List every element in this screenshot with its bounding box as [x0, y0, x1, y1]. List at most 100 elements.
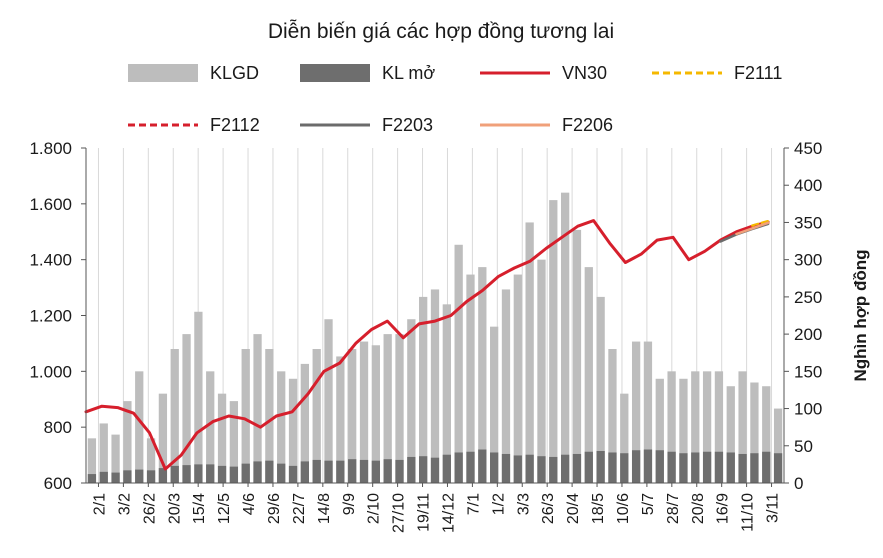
x-tick-label: 19/11: [416, 493, 433, 532]
bar-kl-mở: [513, 455, 522, 483]
bar-klgd: [123, 401, 132, 483]
left-tick-label: 1.000: [29, 362, 72, 381]
bar-kl-mở: [111, 472, 120, 483]
x-tick-label: 3/2: [116, 493, 133, 515]
x-tick-label: 20/3: [166, 493, 183, 524]
x-tick-label: 2/10: [366, 493, 383, 524]
bar-kl-mở: [229, 466, 239, 483]
bar-kl-mở: [312, 459, 321, 483]
bar-klgd: [253, 334, 262, 483]
bar-kl-mở: [442, 454, 451, 483]
legend-label: KL mở: [382, 63, 435, 83]
right-tick-label: 200: [794, 325, 822, 344]
right-tick-label: 100: [794, 400, 822, 419]
bar-kl-mở: [430, 457, 440, 483]
bar-kl-mở: [478, 449, 487, 483]
x-tick-label: 4/6: [241, 493, 258, 515]
bar-klgd: [750, 382, 759, 483]
x-tick-label: 22/7: [291, 493, 308, 524]
legend-swatch: [128, 64, 198, 82]
bar-klgd: [146, 438, 156, 483]
bar-klgd: [572, 229, 582, 483]
bar-kl-mở: [537, 456, 546, 483]
bar-klgd: [738, 371, 747, 483]
bar-kl-mở: [667, 451, 676, 483]
x-tick-label: 28/7: [665, 493, 682, 524]
x-tick-label: 16/9: [715, 493, 732, 524]
bar-klgd: [300, 363, 310, 483]
bar-kl-mở: [702, 451, 712, 483]
right-tick-label: 150: [794, 362, 822, 381]
bar-klgd: [277, 371, 286, 483]
bar-klgd: [691, 371, 700, 483]
bar-klgd: [466, 274, 475, 483]
bar-kl-mở: [750, 453, 759, 483]
bar-klgd: [549, 200, 558, 483]
right-tick-label: 250: [794, 288, 822, 307]
bar-kl-mở: [572, 453, 582, 483]
x-tick-label: 26/2: [141, 493, 158, 524]
x-tick-label: 18/5: [590, 493, 607, 524]
legend-label: KLGD: [210, 63, 259, 83]
klgd-bars: [87, 192, 783, 483]
right-tick-label: 450: [794, 139, 822, 158]
bar-kl-mở: [738, 453, 747, 483]
bar-kl-mở: [549, 456, 558, 483]
bar-klgd: [383, 334, 392, 483]
bar-klgd: [620, 393, 629, 483]
bar-kl-mở: [490, 452, 499, 483]
left-axis-ticks: 600 800 1.000 1.200 1.400 1.600 1.800: [29, 139, 86, 493]
bar-klgd: [111, 434, 120, 483]
bar-klgd: [407, 319, 416, 483]
right-tick-label: 300: [794, 251, 822, 270]
legend-label: F2111: [734, 63, 782, 83]
bar-klgd: [537, 259, 546, 483]
bar-kl-mở: [631, 450, 641, 483]
bar-kl-mở: [253, 461, 262, 483]
bar-kl-mở: [241, 463, 250, 483]
x-tick-label: 20/8: [690, 493, 707, 524]
bar-klgd: [217, 393, 227, 483]
bar-klgd: [395, 334, 404, 483]
bar-kl-mở: [584, 451, 593, 483]
left-tick-label: 1.400: [29, 251, 72, 270]
x-tick-label: 9/9: [341, 493, 358, 515]
bar-klgd: [702, 371, 712, 483]
bar-kl-mở: [217, 465, 227, 483]
bar-klgd: [667, 371, 676, 483]
bar-klgd: [87, 438, 97, 483]
left-tick-label: 800: [44, 418, 72, 437]
bar-klgd: [655, 378, 664, 483]
bar-klgd: [419, 296, 428, 483]
legend-label: F2203: [382, 115, 433, 135]
bar-klgd: [288, 378, 298, 483]
bar-kl-mở: [288, 465, 298, 483]
bar-klgd: [596, 296, 605, 483]
bar-kl-mở: [691, 452, 700, 483]
bar-klgd: [336, 356, 345, 483]
right-axis-ticks: 0 50 100 150 200 250 300 350 400 450: [784, 139, 822, 493]
bar-klgd: [371, 345, 380, 483]
bar-klgd: [560, 192, 570, 483]
bar-kl-mở: [277, 463, 286, 483]
bar-kl-mở: [395, 459, 404, 483]
left-tick-label: 1.200: [29, 307, 72, 326]
bar-klgd: [348, 349, 357, 483]
x-tick-label: 12/5: [216, 493, 233, 524]
bar-kl-mở: [123, 470, 132, 483]
x-tick-label: 7/1: [465, 493, 482, 515]
bar-kl-mở: [336, 460, 345, 483]
line-vn30: [84, 219, 770, 471]
bar-klgd: [773, 408, 783, 483]
bar-klgd: [501, 289, 511, 483]
legend-label: VN30: [562, 63, 607, 83]
x-tick-label: 26/3: [540, 493, 557, 524]
bar-kl-mở: [359, 459, 369, 483]
x-tick-label: 29/6: [266, 493, 283, 524]
legend-item-f2203: F2203: [300, 115, 433, 135]
right-tick-label: 350: [794, 213, 822, 232]
bar-kl-mở: [158, 468, 168, 483]
right-tick-label: 50: [794, 437, 813, 456]
legend-item-f2206: F2206: [480, 115, 613, 135]
